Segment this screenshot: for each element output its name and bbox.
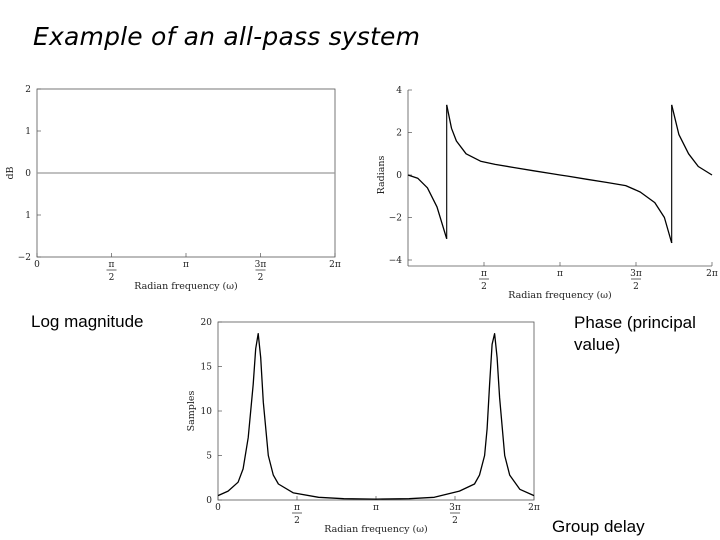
magnitude-xtick-2: π	[183, 260, 189, 270]
svg-text:3π: 3π	[255, 260, 267, 270]
caption-log-magnitude: Log magnitude	[31, 312, 144, 331]
svg-text:2: 2	[258, 273, 264, 283]
group_delay-ylabel: Samples	[186, 390, 197, 431]
caption-group-delay: Group delay	[552, 517, 645, 536]
phase-xtick-0: π2	[478, 269, 489, 292]
group_delay-ytick-1: 5	[206, 452, 212, 462]
magnitude-xtick-0: 0	[34, 260, 40, 270]
phase-series-0-line-0	[407, 174, 448, 239]
group_delay-ytick-0: 0	[206, 496, 212, 506]
svg-text:3π: 3π	[449, 503, 461, 513]
phase-xlabel: Radian frequency (ω)	[508, 290, 611, 301]
magnitude-xtick-1: π2	[106, 260, 117, 283]
caption-phase: Phase (principal value)	[574, 313, 696, 354]
magnitude-ytick-1: 1	[25, 211, 31, 221]
magnitude-ytick-3: 1	[25, 127, 31, 137]
magnitude-ytick-2: 0	[25, 169, 31, 179]
svg-text:2: 2	[452, 516, 458, 526]
group_delay-xtick-3: 3π2	[449, 503, 461, 526]
svg-text:π: π	[294, 503, 300, 513]
group_delay-ytick-3: 15	[201, 363, 213, 373]
group_delay-ytick-2: 10	[201, 407, 213, 417]
phase-xtick-3: 2π	[706, 269, 718, 279]
magnitude-ytick-0: −2	[18, 253, 31, 263]
phase-ytick-3: 2	[396, 129, 402, 139]
phase-ytick-4: 4	[396, 86, 402, 96]
phase-ytick-0: −4	[389, 256, 403, 266]
magnitude-xtick-4: 2π	[329, 260, 341, 270]
group_delay-xtick-2: π	[373, 503, 379, 513]
svg-text:π: π	[481, 269, 487, 279]
phase-xtick-2: 3π2	[630, 269, 642, 292]
magnitude-xtick-3: 3π2	[255, 260, 267, 283]
group_delay-ytick-4: 20	[201, 318, 213, 328]
phase-xtick-1: π	[557, 269, 563, 279]
phase-series-0-line-2	[671, 104, 713, 176]
magnitude-ylabel: dB	[5, 166, 16, 179]
group_delay-xtick-1: π2	[291, 503, 302, 526]
svg-text:2: 2	[294, 516, 300, 526]
slide-title: Example of an all-pass system	[33, 22, 421, 51]
magnitude-xlabel: Radian frequency (ω)	[134, 281, 237, 292]
magnitude-ytick-4: 2	[25, 85, 31, 95]
svg-text:3π: 3π	[630, 269, 642, 279]
svg-text:2: 2	[109, 273, 115, 283]
svg-text:2: 2	[633, 282, 639, 292]
phase-series-0-line-1	[446, 104, 673, 244]
group_delay-xtick-4: 2π	[528, 503, 540, 513]
group_delay-xlabel: Radian frequency (ω)	[324, 524, 427, 535]
group_delay-xtick-0: 0	[215, 503, 221, 513]
svg-text:2: 2	[481, 282, 487, 292]
group_delay-series-0-line-0	[217, 332, 535, 500]
group_delay-frame	[217, 321, 535, 501]
svg-text:π: π	[109, 260, 115, 270]
phase-ytick-1: −2	[389, 214, 402, 224]
phase-ytick-2: 0	[396, 171, 402, 181]
phase-ylabel: Radians	[376, 155, 387, 194]
